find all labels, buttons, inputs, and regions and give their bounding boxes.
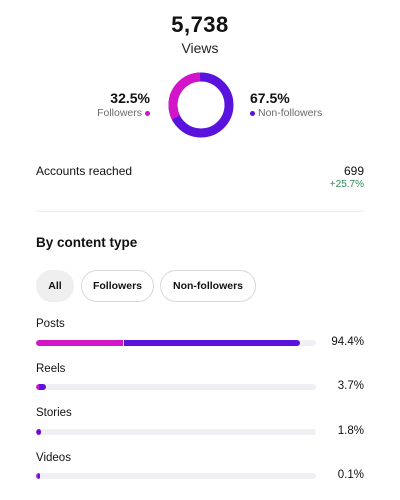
content-row-label-videos: Videos (36, 452, 71, 464)
content-row-label-posts: Posts (36, 318, 65, 330)
content-row-label-reels: Reels (36, 363, 66, 375)
content-type-title: By content type (36, 235, 138, 250)
donut-followers-arc (168, 72, 234, 138)
bar-segment-followers (36, 473, 38, 479)
content-row-bar-reels (36, 384, 47, 390)
bar-segment-followers (36, 384, 39, 390)
content-row-pct-videos: 0.1% (337, 469, 364, 481)
bar-segment-nonfollowers (39, 384, 47, 390)
content-row-pct-reels: 3.7% (337, 380, 364, 392)
bar-segment-followers (36, 340, 123, 346)
followers-legend: Followers (60, 107, 150, 120)
nonfollowers-legend-label: Non-followers (258, 107, 323, 119)
nonfollowers-dot-icon (250, 110, 255, 116)
views-donut-chart (167, 71, 235, 139)
filter-chip-all[interactable]: All (36, 270, 74, 302)
content-row-track-reels (36, 384, 316, 390)
filter-chip-followers[interactable]: Followers (81, 270, 154, 302)
nonfollowers-legend: Non-followers (250, 107, 370, 120)
content-row-bar-posts (36, 340, 301, 346)
bar-segment-nonfollowers (38, 473, 40, 479)
content-row-track-videos (36, 473, 316, 479)
views-label: Views (181, 40, 219, 56)
bar-segment-followers (36, 429, 37, 435)
views-count: 5,738 (171, 12, 229, 37)
bar-segment-nonfollowers (37, 429, 42, 435)
followers-percentage: 32.5% (110, 90, 150, 106)
donut-svg (168, 72, 234, 138)
bar-segment-nonfollowers (124, 340, 301, 346)
filter-chip-label: Followers (92, 280, 142, 292)
filter-chip-label: All (48, 280, 62, 292)
section-divider (36, 211, 364, 212)
content-row-label-stories: Stories (36, 407, 72, 419)
accounts-reached-label: Accounts reached (36, 164, 133, 178)
content-row-track-stories (36, 429, 316, 435)
followers-legend-label: Followers (97, 107, 142, 119)
accounts-reached-value: 699 (343, 164, 364, 178)
followers-stat: 32.5% Followers (60, 90, 150, 120)
nonfollowers-percentage: 67.5% (250, 90, 290, 106)
content-row-pct-posts: 94.4% (331, 336, 364, 348)
content-row-pct-stories: 1.8% (337, 425, 364, 437)
followers-dot-icon (145, 110, 150, 116)
nonfollowers-stat: 67.5% Non-followers (250, 90, 370, 120)
filter-chip-nonfollowers[interactable]: Non-followers (160, 270, 256, 302)
content-row-bar-stories (36, 429, 42, 435)
content-row-bar-videos (36, 473, 40, 479)
filter-chip-label: Non-followers (173, 280, 243, 292)
accounts-reached-delta: +25.7% (329, 179, 364, 190)
content-row-track-posts (36, 340, 316, 346)
